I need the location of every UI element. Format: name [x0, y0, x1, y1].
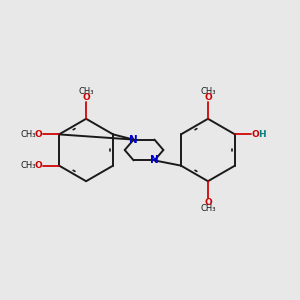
- Text: O: O: [82, 93, 90, 102]
- Text: CH₃: CH₃: [21, 130, 36, 139]
- Text: O: O: [204, 93, 212, 102]
- Text: CH₃: CH₃: [78, 87, 94, 96]
- Text: O: O: [34, 130, 42, 139]
- Text: H: H: [258, 130, 266, 139]
- Text: O: O: [204, 198, 212, 207]
- Text: O: O: [34, 161, 42, 170]
- Text: N: N: [150, 155, 159, 165]
- Text: CH₃: CH₃: [200, 87, 216, 96]
- Text: CH₃: CH₃: [200, 204, 216, 213]
- Text: CH₃: CH₃: [21, 161, 36, 170]
- Text: N: N: [129, 135, 138, 145]
- Text: O: O: [252, 130, 260, 139]
